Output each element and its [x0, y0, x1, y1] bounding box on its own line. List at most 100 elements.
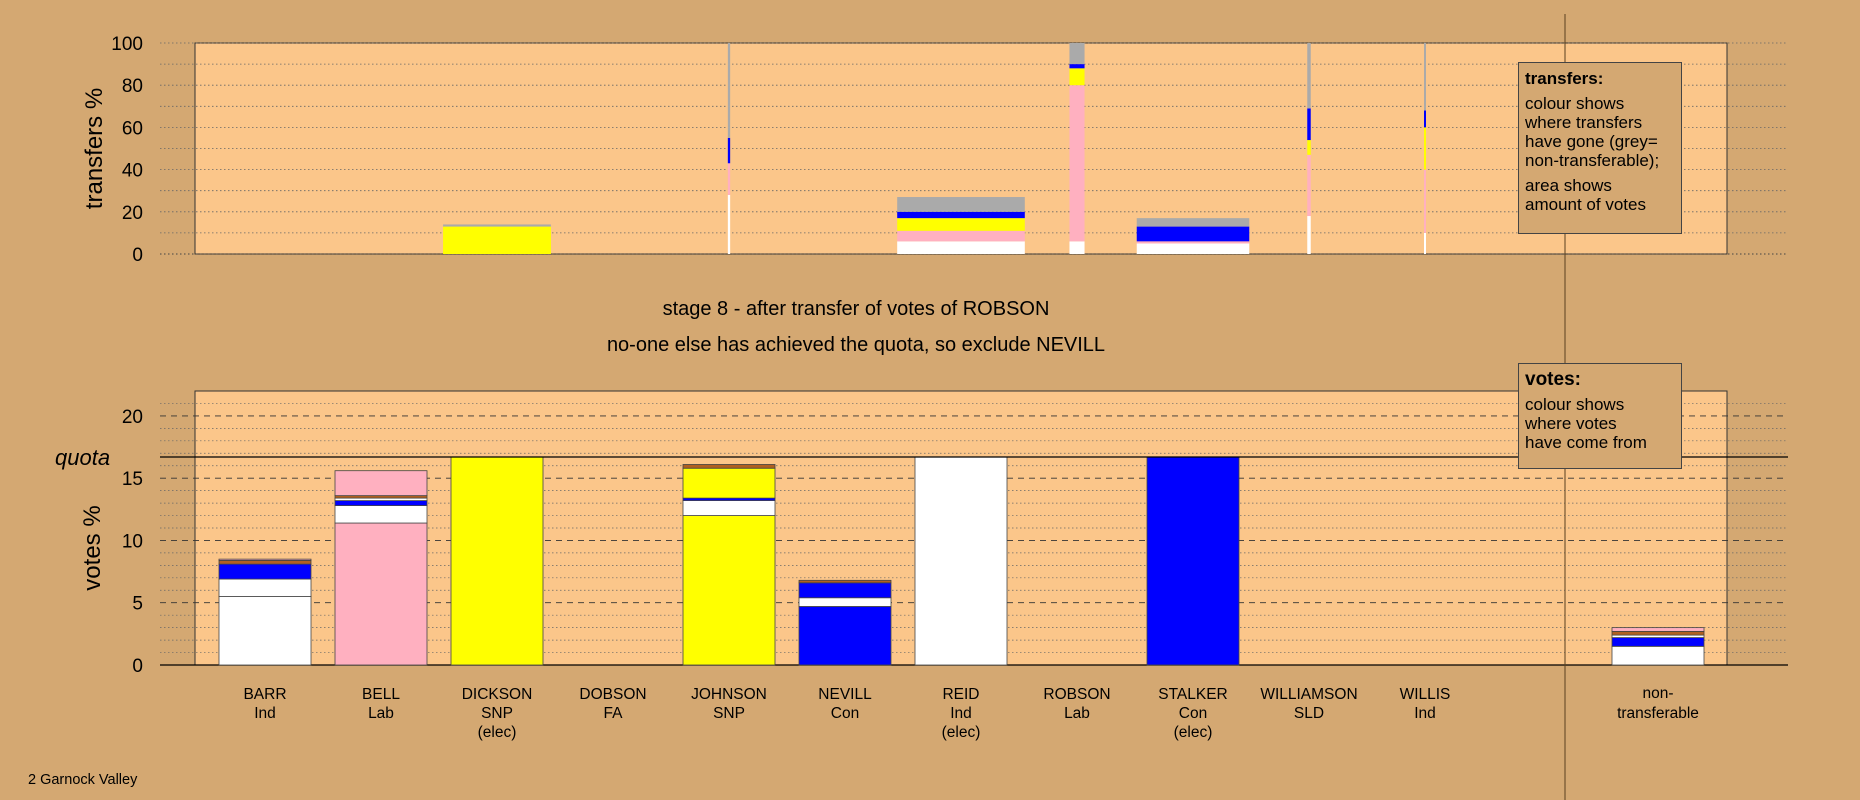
- candidate-party-label: Con: [831, 705, 859, 722]
- candidate-elected-label: (elec): [1174, 724, 1213, 741]
- transfer-bar-segment-robson: [1069, 68, 1085, 86]
- votes-y-tick-label: 0: [132, 656, 143, 677]
- votes-y-axis-title: votes %: [79, 505, 106, 590]
- candidate-name-label: DICKSON: [462, 686, 533, 703]
- transfer-bar-segment-williamson: [1307, 154, 1311, 217]
- vote-bar-segment-nevill: [798, 579, 892, 584]
- candidate-elected-label: (elec): [478, 724, 517, 741]
- transfer-bar-segment-johnson: [727, 194, 731, 254]
- stage-line-1: stage 8 - after transfer of votes of ROB…: [663, 298, 1050, 320]
- transfer-bar-segment-robson: [1069, 85, 1085, 242]
- vote-bar-segment-nevill: [798, 597, 892, 607]
- candidate-party-label: Ind: [254, 705, 276, 722]
- transfers-y-axis-title: transfers %: [81, 88, 108, 209]
- candidate-party-label: Con: [1179, 705, 1207, 722]
- transfer-bar-segment-reid: [897, 241, 1025, 254]
- vote-bar-segment-johnson: [682, 515, 776, 666]
- candidate-name-label: DOBSON: [579, 686, 646, 703]
- transfer-bar-segment-johnson: [727, 163, 731, 195]
- vote-bar-segment-nontransferable: [1611, 637, 1705, 647]
- candidate-name-label: ROBSON: [1043, 686, 1110, 703]
- transfer-bar-segment-willis: [1424, 43, 1426, 111]
- transfers-legend: transfers: colour shows where transfers …: [1518, 62, 1682, 234]
- transfer-bar-segment-reid: [897, 230, 1025, 242]
- vote-bar-segment-bell: [334, 505, 428, 524]
- transfer-bar-segment-willis: [1424, 127, 1426, 170]
- candidate-party-label: Ind: [950, 705, 972, 722]
- vote-bar-segment-bell: [334, 500, 428, 506]
- transfer-bar-segment-dickson: [443, 224, 551, 227]
- candidate-party-label: SNP: [481, 705, 513, 722]
- transfer-bar-segment-dickson: [443, 226, 551, 254]
- votes-legend: votes: colour shows where votes have com…: [1518, 363, 1682, 469]
- constituency-label: 2 Garnock Valley: [28, 772, 138, 788]
- nontransferable-label-2: transferable: [1617, 705, 1699, 722]
- vote-bar-segment-barr: [218, 596, 312, 666]
- vote-bar-segment-barr: [218, 558, 312, 561]
- vote-bar-segment-barr: [218, 559, 312, 565]
- transfers-y-tick-label: 60: [122, 118, 143, 139]
- vote-bar-segment-stalker: [1146, 456, 1240, 666]
- vote-bar-segment-johnson: [682, 464, 776, 469]
- transfers-legend-text-2: area shows amount of votes: [1525, 176, 1646, 214]
- transfer-bar-segment-reid: [897, 211, 1025, 219]
- vote-bar-segment-bell: [334, 522, 428, 666]
- vote-bar-segment-dickson: [450, 456, 544, 666]
- transfer-bar-segment-stalker: [1136, 243, 1250, 254]
- transfers-y-tick-label: 100: [111, 34, 143, 55]
- vote-bar-segment-johnson: [682, 467, 776, 499]
- transfer-bar-segment-reid: [897, 197, 1025, 212]
- transfers-y-tick-label: 40: [122, 161, 143, 182]
- transfer-bar-segment-stalker: [1136, 226, 1250, 242]
- nontransferable-label-1: non-: [1642, 685, 1673, 702]
- candidate-name-label: NEVILL: [818, 686, 872, 703]
- candidate-party-label: Lab: [1064, 705, 1090, 722]
- transfer-bar-segment-willis: [1424, 232, 1426, 254]
- transfer-bar-segment-willis: [1424, 110, 1426, 128]
- votes-legend-title: votes:: [1525, 369, 1581, 390]
- transfer-bar-segment-johnson: [727, 43, 731, 138]
- transfer-bar-segment-robson: [1069, 43, 1085, 65]
- transfers-y-tick-label: 80: [122, 76, 143, 97]
- transfers-y-tick-label: 0: [132, 245, 143, 266]
- candidate-party-label: Lab: [368, 705, 394, 722]
- vote-bar-segment-barr: [218, 563, 312, 580]
- transfer-bar-segment-williamson: [1307, 108, 1311, 141]
- vote-bar-segment-johnson: [682, 500, 776, 516]
- candidate-name-label: WILLIAMSON: [1260, 686, 1357, 703]
- votes-y-tick-label: 5: [132, 594, 143, 615]
- candidate-name-label: WILLIS: [1400, 686, 1451, 703]
- transfer-bar-segment-willis: [1424, 169, 1426, 233]
- candidate-name-label: STALKER: [1158, 686, 1228, 703]
- transfers-y-tick-label: 20: [122, 203, 143, 224]
- votes-legend-text: colour shows where votes have come from: [1525, 395, 1647, 452]
- vote-bar-segment-nevill: [798, 606, 892, 666]
- candidate-name-label: REID: [942, 686, 979, 703]
- candidate-party-label: FA: [604, 705, 624, 722]
- vote-bar-segment-bell: [334, 470, 428, 497]
- transfer-bar-segment-williamson: [1307, 140, 1311, 155]
- vote-bar-segment-barr: [218, 578, 312, 597]
- transfer-bar-segment-stalker: [1136, 218, 1250, 227]
- vote-bar-segment-nontransferable: [1611, 645, 1705, 666]
- vote-bar-segment-nontransferable: [1611, 627, 1705, 632]
- candidate-party-label: SLD: [1294, 705, 1324, 722]
- votes-y-tick-label: 20: [122, 407, 143, 428]
- candidate-party-label: Ind: [1414, 705, 1436, 722]
- candidate-name-label: JOHNSON: [691, 686, 767, 703]
- votes-y-tick-label: 10: [122, 531, 143, 552]
- transfer-bar-segment-williamson: [1307, 216, 1311, 254]
- transfer-bar-segment-williamson: [1307, 43, 1311, 109]
- transfer-bar-segment-reid: [897, 218, 1025, 231]
- transfers-legend-text-1: colour shows where transfers have gone (…: [1525, 94, 1660, 170]
- candidate-name-label: BELL: [362, 686, 400, 703]
- vote-bar-segment-nontransferable: [1611, 630, 1705, 636]
- candidate-elected-label: (elec): [942, 724, 981, 741]
- candidate-party-label: SNP: [713, 705, 745, 722]
- candidate-name-label: BARR: [243, 686, 286, 703]
- transfer-bar-segment-robson: [1069, 241, 1085, 254]
- transfers-legend-title: transfers:: [1525, 69, 1604, 88]
- transfer-bar-segment-johnson: [727, 137, 731, 164]
- votes-y-tick-label: 15: [122, 469, 143, 490]
